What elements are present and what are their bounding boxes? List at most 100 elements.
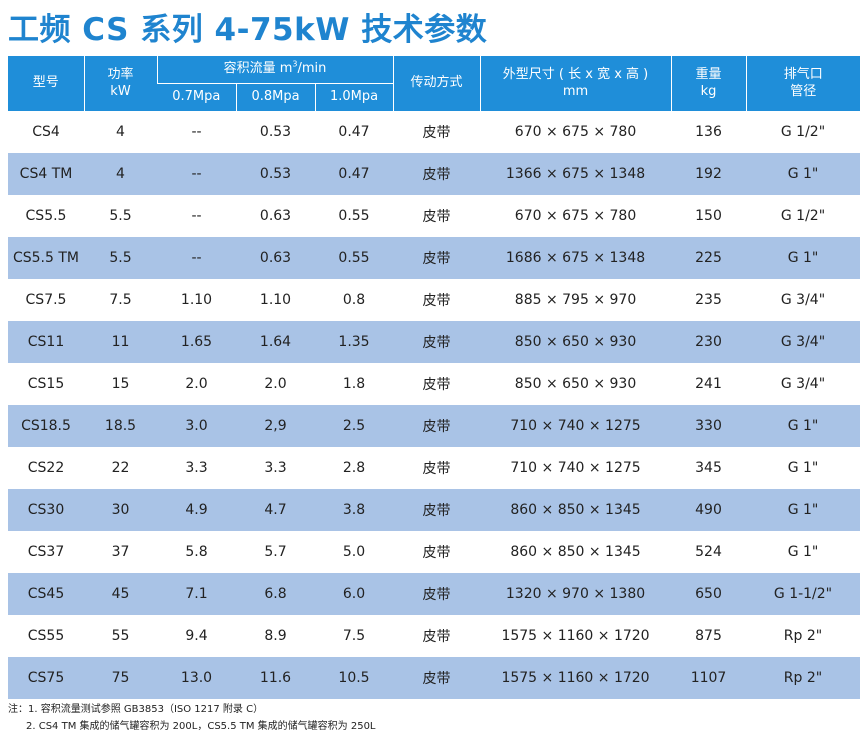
cell-power: 55 [84, 615, 157, 657]
cell-dimensions: 885 × 795 × 970 [480, 279, 672, 321]
header-flow-unit: /min [297, 61, 327, 77]
header-outlet-unit: 管径 [790, 83, 817, 99]
cell-flow-07: 5.8 [157, 531, 236, 573]
cell-model: CS22 [8, 447, 84, 489]
cell-flow-07: 7.1 [157, 573, 236, 615]
header-power-unit: kW [110, 83, 131, 99]
table-row: CS4 TM 4 -- 0.53 0.47 皮带 1366 × 675 × 1348 192 G… [8, 153, 860, 195]
cell-flow-08: 2,9 [236, 405, 315, 447]
cell-outlet: G 1/2" [746, 111, 860, 153]
cell-model: CS4 [8, 111, 84, 153]
cell-drive: 皮带 [393, 195, 481, 237]
cell-flow-10: 7.5 [315, 615, 394, 657]
cell-model: CS75 [8, 657, 84, 699]
header-dimensions-unit: mm [562, 83, 589, 99]
table-row: CS5.5 5.5 -- 0.63 0.55 皮带 670 × 675 × 780 150 G … [8, 195, 860, 237]
cell-flow-07: 1.10 [157, 279, 236, 321]
cell-flow-08: 6.8 [236, 573, 315, 615]
table-header: 型号 功率 kW 容积流量 m3/min 传动方式 外型尺寸 ( 长 x 宽 x… [8, 56, 860, 111]
cell-dimensions: 1366 × 675 × 1348 [480, 153, 672, 195]
footnote-2: 2. CS4 TM 集成的储气罐容积为 200L，CS5.5 TM 集成的储气罐… [26, 721, 376, 732]
header-dimensions: 外型尺寸 ( 长 x 宽 x 高 ) mm [479, 56, 672, 111]
cell-drive: 皮带 [393, 321, 481, 363]
cell-dimensions: 710 × 740 × 1275 [480, 447, 672, 489]
table-row: CS45 45 7.1 6.8 6.0 皮带 1320 × 970 × 1380 650 G 1… [8, 573, 860, 615]
cell-model: CS55 [8, 615, 84, 657]
cell-dimensions: 850 × 650 × 930 [480, 321, 672, 363]
header-weight: 重量 kg [670, 56, 747, 111]
cell-weight: 650 [671, 573, 747, 615]
footnotes: 注：1. 容积流量测试参照 GB3853（ISO 1217 附录 C） 2. C… [8, 701, 376, 735]
cell-drive: 皮带 [393, 405, 481, 447]
cell-outlet: G 1" [746, 447, 860, 489]
cell-power: 37 [84, 531, 157, 573]
cell-weight: 524 [671, 531, 747, 573]
cell-flow-10: 2.5 [315, 405, 394, 447]
cell-outlet: G 3/4" [746, 279, 860, 321]
cell-outlet: G 1" [746, 531, 860, 573]
table-row: CS5.5 TM 5.5 -- 0.63 0.55 皮带 1686 × 675 × 1348… [8, 237, 860, 279]
cell-flow-10: 10.5 [315, 657, 394, 699]
cell-flow-07: 13.0 [157, 657, 236, 699]
cell-flow-07: 3.3 [157, 447, 236, 489]
footnote-1: 注：1. 容积流量测试参照 GB3853（ISO 1217 附录 C） [8, 704, 264, 715]
cell-power: 11 [84, 321, 157, 363]
table-row: CS7.5 7.5 1.10 1.10 0.8 皮带 885 × 795 × 970 235 G… [8, 279, 860, 321]
table-row: CS15 15 2.0 2.0 1.8 皮带 850 × 650 × 930 241 G 3/4… [8, 363, 860, 405]
header-dimensions-label: 外型尺寸 ( 长 x 宽 x 高 ) [502, 66, 649, 82]
cell-dimensions: 860 × 850 × 1345 [480, 489, 672, 531]
cell-power: 5.5 [84, 195, 157, 237]
header-drive: 传动方式 [392, 56, 481, 111]
cell-flow-08: 4.7 [236, 489, 315, 531]
cell-flow-10: 5.0 [315, 531, 394, 573]
cell-power: 15 [84, 363, 157, 405]
header-power: 功率 kW [83, 56, 157, 111]
cell-weight: 1107 [671, 657, 747, 699]
cell-model: CS15 [8, 363, 84, 405]
table-row: CS75 75 13.0 11.6 10.5 皮带 1575 × 1160 × 1720 11… [8, 657, 860, 699]
cell-drive: 皮带 [393, 531, 481, 573]
header-weight-label: 重量 [695, 66, 722, 82]
cell-weight: 345 [671, 447, 747, 489]
cell-drive: 皮带 [393, 153, 481, 195]
cell-flow-08: 8.9 [236, 615, 315, 657]
cell-flow-07: -- [157, 237, 236, 279]
cell-model: CS30 [8, 489, 84, 531]
cell-power: 4 [84, 153, 157, 195]
header-flow-superscript: 3 [292, 59, 298, 69]
cell-weight: 241 [671, 363, 747, 405]
cell-weight: 330 [671, 405, 747, 447]
cell-power: 75 [84, 657, 157, 699]
cell-dimensions: 670 × 675 × 780 [480, 195, 672, 237]
header-outlet: 排气口 管径 [745, 56, 860, 111]
cell-drive: 皮带 [393, 447, 481, 489]
cell-power: 5.5 [84, 237, 157, 279]
cell-model: CS7.5 [8, 279, 84, 321]
header-pressure-07: 0.7Mpa [157, 83, 236, 111]
cell-flow-10: 1.35 [315, 321, 394, 363]
cell-weight: 150 [671, 195, 747, 237]
cell-flow-10: 0.47 [315, 111, 394, 153]
cell-dimensions: 850 × 650 × 930 [480, 363, 672, 405]
table-row: CS22 22 3.3 3.3 2.8 皮带 710 × 740 × 1275 345 G 1" [8, 447, 860, 489]
cell-drive: 皮带 [393, 573, 481, 615]
cell-model: CS18.5 [8, 405, 84, 447]
header-weight-unit: kg [700, 83, 717, 99]
cell-flow-08: 1.64 [236, 321, 315, 363]
header-pressure-10: 1.0Mpa [314, 83, 394, 111]
cell-flow-08: 0.63 [236, 237, 315, 279]
cell-weight: 136 [671, 111, 747, 153]
cell-outlet: G 1" [746, 489, 860, 531]
cell-model: CS4 TM [8, 153, 84, 195]
cell-flow-10: 0.8 [315, 279, 394, 321]
cell-drive: 皮带 [393, 615, 481, 657]
table-row: CS55 55 9.4 8.9 7.5 皮带 1575 × 1160 × 1720 875 Rp… [8, 615, 860, 657]
cell-drive: 皮带 [393, 237, 481, 279]
cell-flow-08: 1.10 [236, 279, 315, 321]
cell-dimensions: 1686 × 675 × 1348 [480, 237, 672, 279]
cell-outlet: G 3/4" [746, 321, 860, 363]
table-row: CS30 30 4.9 4.7 3.8 皮带 860 × 850 × 1345 490 G 1" [8, 489, 860, 531]
table-row: CS18.5 18.5 3.0 2,9 2.5 皮带 710 × 740 × 1275 330… [8, 405, 860, 447]
cell-model: CS5.5 TM [8, 237, 84, 279]
